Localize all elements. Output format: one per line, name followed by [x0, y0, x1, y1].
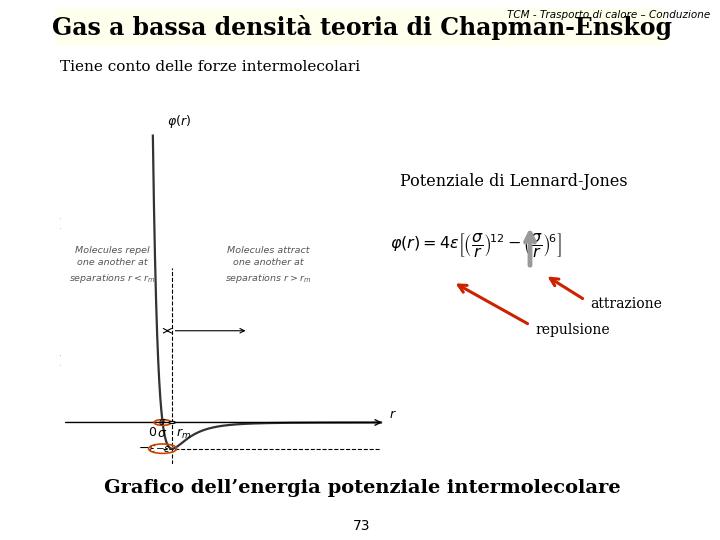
Text: TCM - Trasporto di calore – Conduzione: TCM - Trasporto di calore – Conduzione — [507, 10, 710, 20]
Text: $\varphi(r)$: $\varphi(r)$ — [167, 113, 192, 130]
Text: $\varphi(r) = 4\varepsilon\left[\left(\dfrac{\sigma}{r}\right)^{\!12} - \left(\d: $\varphi(r) = 4\varepsilon\left[\left(\d… — [390, 231, 562, 259]
FancyBboxPatch shape — [55, 8, 665, 46]
Text: Molecules attract
one another at
separations $r > r_m$: Molecules attract one another at separat… — [225, 246, 311, 285]
Text: $r_m$: $r_m$ — [176, 427, 191, 441]
Text: Molecules repel
one another at
separations $r < r_m$: Molecules repel one another at separatio… — [69, 246, 155, 285]
Text: $-\varepsilon$: $-\varepsilon$ — [138, 442, 156, 455]
Text: 0: 0 — [148, 426, 156, 438]
Text: $-\varepsilon$: $-\varepsilon$ — [155, 444, 171, 454]
Text: Potenziale di Lennard-Jones: Potenziale di Lennard-Jones — [400, 173, 628, 191]
Text: $\sigma$: $\sigma$ — [158, 417, 167, 428]
Text: repulsione: repulsione — [535, 323, 610, 337]
Text: Gas a bassa densità teoria di Chapman-Enskog: Gas a bassa densità teoria di Chapman-En… — [52, 15, 672, 39]
Text: Grafico dell’energia potenziale intermolecolare: Grafico dell’energia potenziale intermol… — [104, 479, 621, 497]
Text: attrazione: attrazione — [590, 297, 662, 311]
Text: $r$: $r$ — [389, 408, 397, 421]
Text: 73: 73 — [354, 519, 371, 533]
Text: Max energia di attrazione: Max energia di attrazione — [60, 355, 243, 369]
Text: Tiene conto delle forze intermolecolari: Tiene conto delle forze intermolecolari — [60, 60, 360, 74]
Text: $\sigma$: $\sigma$ — [158, 427, 168, 440]
Text: Diametro collisionale: Diametro collisionale — [60, 218, 210, 232]
Circle shape — [169, 421, 175, 423]
